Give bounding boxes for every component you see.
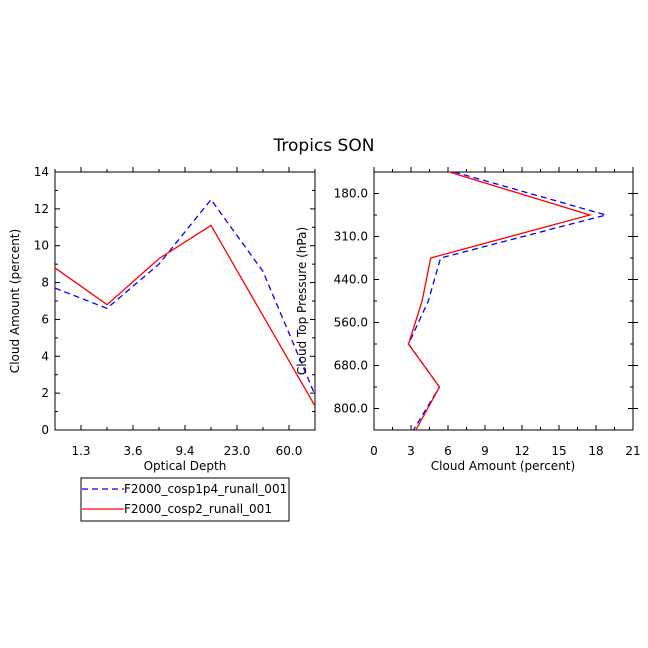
left-y-tick-label: 2 (41, 386, 49, 400)
left-x-axis-label: Optical Depth (144, 459, 227, 473)
legend-label-cosp2: F2000_cosp2_runall_001 (124, 502, 272, 516)
left-y-tick-label: 14 (34, 165, 49, 179)
chart-title: Tropics SON (273, 136, 375, 156)
left-y-tick-label: 6 (41, 312, 49, 326)
right-y-tick-label: 180.0 (334, 187, 368, 201)
right-x-tick-label: 15 (551, 444, 566, 458)
right-y-tick-label: 800.0 (334, 402, 368, 416)
right-y-tick-label: 680.0 (334, 359, 368, 373)
right-chart-panel: 0 3 6 9 12 15 18 21 180.0 310.0 440.0 560.0 680.0 800… (295, 167, 641, 473)
left-x-tick-label: 3.6 (123, 444, 142, 458)
left-series-line-2 (54, 224, 316, 407)
right-x-axis-label: Cloud Amount (percent) (431, 459, 575, 473)
right-y-tick-label: 440.0 (334, 273, 368, 287)
left-chart-panel: 0 2 4 6 8 10 12 14 1.3 3.6 9.4 23.0 60.0 Optical Dep… (8, 165, 316, 473)
left-y-axis-label: Cloud Amount (percent) (8, 229, 22, 373)
legend-box (80, 477, 290, 522)
left-y-tick-label: 10 (34, 239, 49, 253)
right-x-tick-label: 3 (407, 444, 415, 458)
left-y-tick-label: 0 (41, 423, 49, 437)
left-x-tick-label: 1.3 (71, 444, 90, 458)
right-x-tick-label: 0 (370, 444, 378, 458)
legend: F2000_cosp1p4_runall_001 F2000_cosp2_run… (80, 477, 290, 522)
right-x-tick-label: 6 (444, 444, 452, 458)
right-x-tick-label: 12 (514, 444, 529, 458)
left-series-group (54, 198, 316, 407)
right-x-tick-label: 18 (588, 444, 603, 458)
right-plot-frame (373, 171, 634, 431)
right-axis-ticks: 0 3 6 9 12 15 18 21 180.0 310.0 440.0 560.0 680.0 800… (334, 167, 641, 458)
right-series-line-2 (407, 171, 593, 431)
left-y-tick-label: 12 (34, 202, 49, 216)
left-x-tick-label: 9.4 (175, 444, 194, 458)
left-axis-ticks: 0 2 4 6 8 10 12 14 1.3 3.6 9.4 23.0 60.0 (34, 165, 316, 458)
right-y-axis-label: Cloud Top Pressure (hPa) (295, 227, 309, 375)
right-y-tick-label: 560.0 (334, 316, 368, 330)
left-plot-frame (54, 171, 316, 431)
left-x-tick-label: 23.0 (224, 444, 251, 458)
left-y-tick-label: 4 (41, 349, 49, 363)
right-series-group (407, 171, 609, 431)
legend-label-cosp1p4: F2000_cosp1p4_runall_001 (124, 482, 287, 496)
right-x-tick-label: 9 (481, 444, 489, 458)
left-series-line-1 (54, 198, 316, 396)
right-x-tick-label: 21 (625, 444, 640, 458)
left-x-tick-label: 60.0 (276, 444, 303, 458)
left-y-tick-label: 8 (41, 276, 49, 290)
right-y-tick-label: 310.0 (334, 230, 368, 244)
